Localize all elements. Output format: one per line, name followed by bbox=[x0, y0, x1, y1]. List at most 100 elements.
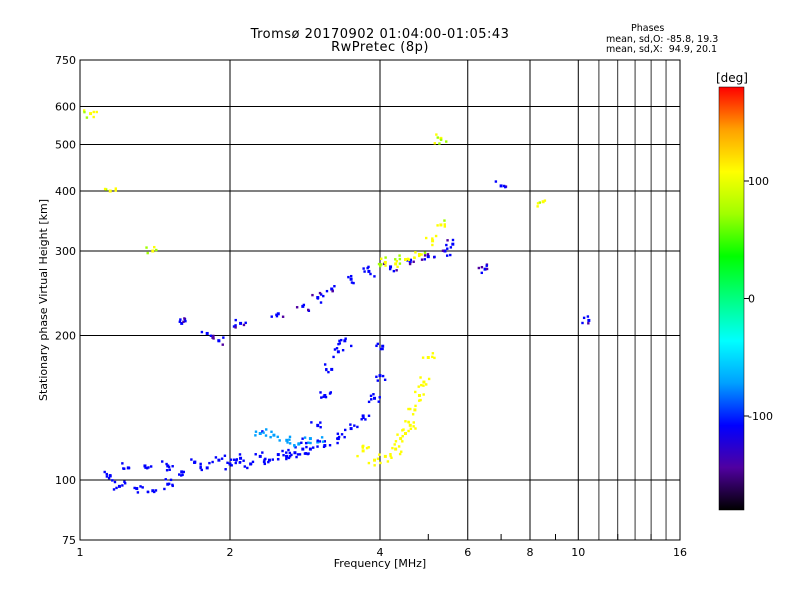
data-point bbox=[389, 454, 392, 458]
data-point bbox=[258, 432, 262, 436]
data-point bbox=[420, 253, 423, 256]
data-point bbox=[114, 187, 118, 190]
data-point bbox=[340, 338, 343, 342]
data-point bbox=[192, 461, 196, 464]
data-point bbox=[379, 461, 382, 465]
data-point bbox=[367, 269, 371, 273]
data-point bbox=[288, 455, 292, 458]
data-point bbox=[276, 312, 280, 316]
data-point bbox=[230, 464, 233, 467]
data-point bbox=[413, 256, 416, 260]
data-point bbox=[431, 243, 434, 247]
data-point bbox=[288, 435, 292, 439]
grid-lines bbox=[80, 60, 680, 540]
data-point bbox=[427, 377, 431, 381]
data-point bbox=[262, 431, 265, 434]
data-point bbox=[144, 466, 147, 469]
data-point bbox=[111, 479, 114, 482]
data-point bbox=[411, 413, 415, 416]
data-point bbox=[394, 258, 397, 261]
data-point bbox=[92, 115, 95, 119]
data-point bbox=[171, 465, 174, 468]
colorbar bbox=[718, 86, 745, 511]
data-point bbox=[267, 458, 271, 462]
data-point bbox=[436, 136, 439, 139]
data-point bbox=[541, 200, 545, 204]
data-point bbox=[285, 451, 288, 454]
data-point bbox=[343, 435, 346, 439]
data-point bbox=[393, 443, 396, 446]
data-point bbox=[377, 262, 381, 266]
data-point bbox=[208, 461, 211, 465]
data-point bbox=[325, 368, 328, 371]
data-point bbox=[316, 297, 320, 300]
data-point bbox=[407, 258, 411, 261]
data-point bbox=[373, 396, 377, 400]
data-point bbox=[133, 486, 136, 490]
data-point bbox=[141, 486, 144, 489]
data-point bbox=[244, 321, 247, 325]
data-point bbox=[209, 334, 213, 337]
y-axis-ticks: 75 100 200 300 400 500 600 750 bbox=[55, 54, 76, 547]
data-point bbox=[235, 459, 238, 462]
data-point bbox=[422, 380, 426, 384]
data-point bbox=[361, 414, 365, 418]
data-point bbox=[232, 325, 236, 328]
data-point bbox=[336, 437, 339, 440]
data-point bbox=[95, 110, 98, 114]
data-point bbox=[205, 466, 209, 470]
data-point bbox=[276, 453, 280, 457]
data-point bbox=[327, 370, 330, 374]
data-point bbox=[433, 255, 436, 259]
data-point bbox=[373, 275, 376, 278]
data-point bbox=[383, 378, 387, 381]
stats-header: Phases bbox=[631, 23, 665, 34]
data-point bbox=[480, 265, 484, 269]
data-point bbox=[155, 248, 158, 252]
data-point bbox=[349, 423, 352, 426]
data-point bbox=[417, 253, 421, 257]
data-point bbox=[251, 460, 255, 464]
y-tick-label: 75 bbox=[62, 534, 76, 547]
data-point bbox=[82, 109, 86, 112]
data-point bbox=[394, 440, 398, 443]
data-point bbox=[431, 355, 434, 359]
data-point bbox=[143, 464, 147, 468]
data-point bbox=[347, 275, 350, 279]
data-point bbox=[451, 238, 455, 242]
data-point bbox=[307, 308, 310, 312]
data-point bbox=[318, 440, 322, 443]
data-point bbox=[423, 258, 427, 261]
data-point bbox=[181, 473, 184, 477]
data-point bbox=[420, 383, 423, 387]
data-point bbox=[105, 475, 109, 478]
data-point bbox=[412, 421, 415, 424]
data-point bbox=[278, 439, 281, 442]
data-point bbox=[435, 133, 438, 136]
x-tick-label: 6 bbox=[464, 546, 471, 559]
data-point bbox=[316, 439, 319, 442]
x-tick-label: 16 bbox=[673, 546, 687, 559]
data-point bbox=[423, 251, 427, 255]
data-point bbox=[311, 293, 314, 297]
data-point bbox=[349, 427, 353, 431]
data-point bbox=[362, 267, 365, 270]
data-point bbox=[485, 267, 489, 271]
data-point bbox=[384, 264, 387, 267]
data-point bbox=[401, 434, 404, 438]
data-point bbox=[123, 467, 126, 470]
colorbar-unit-label: [deg] bbox=[716, 71, 748, 85]
x-tick-label: 4 bbox=[377, 546, 384, 559]
data-point bbox=[412, 260, 415, 263]
data-point bbox=[107, 476, 111, 480]
data-point bbox=[263, 462, 266, 466]
data-point bbox=[182, 470, 185, 474]
data-point bbox=[330, 287, 334, 291]
data-point bbox=[229, 458, 233, 461]
data-point bbox=[269, 435, 272, 439]
data-point bbox=[445, 140, 448, 143]
stats-o-values: -85.8, 19.3 bbox=[666, 34, 719, 45]
data-point bbox=[394, 262, 398, 266]
data-point bbox=[290, 453, 293, 457]
data-point bbox=[445, 254, 449, 257]
